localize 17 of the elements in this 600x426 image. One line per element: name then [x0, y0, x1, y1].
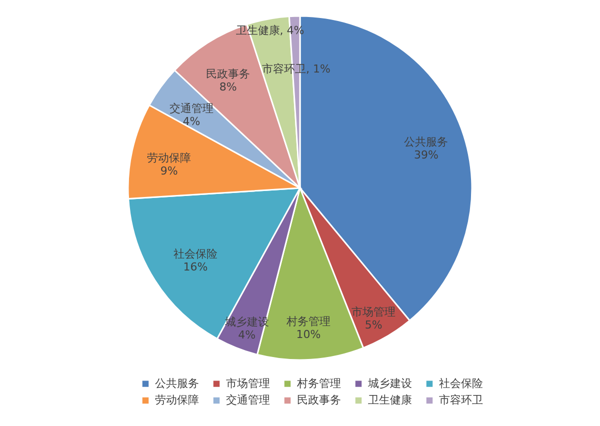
legend-label: 市容环卫 [439, 394, 483, 406]
legend-label: 交通管理 [226, 394, 270, 406]
legend-label: 社会保险 [439, 376, 483, 390]
legend-label: 市场管理 [226, 376, 270, 390]
data-label: 民政事务 8% [206, 68, 250, 94]
legend-label: 公共服务 [155, 376, 199, 390]
data-label: 交通管理 4% [169, 102, 214, 128]
legend-label: 民政事务 [297, 394, 341, 406]
data-label: 劳动保障 9% [147, 152, 192, 178]
data-label: 村务管理 10% [285, 314, 330, 341]
legend-label: 城乡建设 [367, 376, 412, 390]
legend-label: 卫生健康 [368, 394, 412, 406]
legend-label: 村务管理 [296, 376, 341, 390]
data-label: 公共服务 39% [404, 136, 448, 162]
legend-label: 劳动保障 [155, 394, 199, 406]
data-label: 市场管理 5% [352, 305, 396, 332]
data-label: 社会保险 16% [173, 247, 218, 274]
